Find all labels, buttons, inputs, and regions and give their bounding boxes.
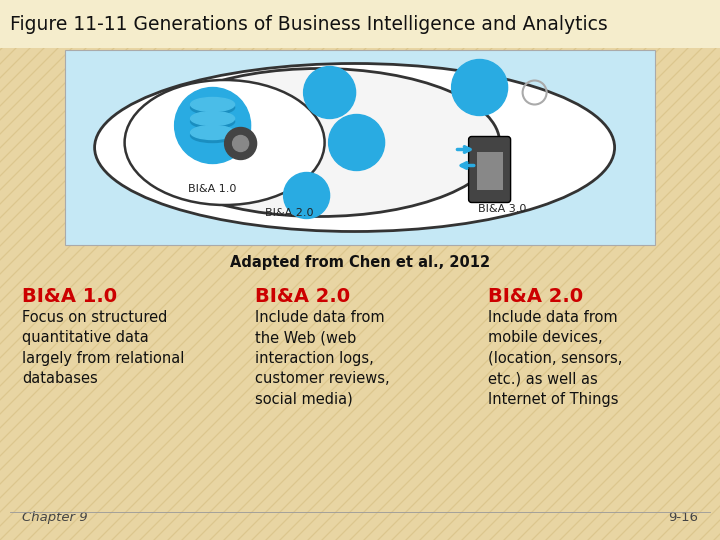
Text: Focus on structured
quantitative data
largely from relational
databases: Focus on structured quantitative data la… [22,310,184,386]
Text: Chapter 9: Chapter 9 [22,511,88,524]
Ellipse shape [191,98,235,111]
Circle shape [233,136,248,152]
Circle shape [225,127,256,159]
Ellipse shape [140,69,500,217]
Circle shape [284,172,330,219]
FancyBboxPatch shape [0,0,720,48]
Ellipse shape [191,114,235,129]
Ellipse shape [94,64,615,232]
Circle shape [304,66,356,118]
Circle shape [328,114,384,171]
Ellipse shape [191,125,235,139]
Text: Include data from
the Web (web
interaction logs,
customer reviews,
social media): Include data from the Web (web interacti… [255,310,390,407]
Text: 9-16: 9-16 [668,511,698,524]
Ellipse shape [191,111,235,125]
Text: BI&A 1.0: BI&A 1.0 [189,185,237,194]
Text: BI&A 3.0: BI&A 3.0 [478,205,527,214]
Text: BI&A 1.0: BI&A 1.0 [22,287,117,306]
Text: Figure 11-11 Generations of Business Intelligence and Analytics: Figure 11-11 Generations of Business Int… [10,15,608,33]
Circle shape [175,87,251,164]
Ellipse shape [191,129,235,143]
Ellipse shape [191,100,235,114]
Text: Adapted from Chen et al., 2012: Adapted from Chen et al., 2012 [230,255,490,271]
Text: BI&A 2.0: BI&A 2.0 [255,287,350,306]
FancyBboxPatch shape [477,152,503,190]
FancyBboxPatch shape [65,50,655,245]
Text: BI&A 2.0: BI&A 2.0 [266,207,314,218]
Circle shape [451,59,508,116]
FancyBboxPatch shape [469,137,510,202]
Text: BI&A 2.0: BI&A 2.0 [488,287,583,306]
Text: Include data from
mobile devices,
(location, sensors,
etc.) as well as
Internet : Include data from mobile devices, (locat… [488,310,622,407]
Ellipse shape [125,80,325,205]
